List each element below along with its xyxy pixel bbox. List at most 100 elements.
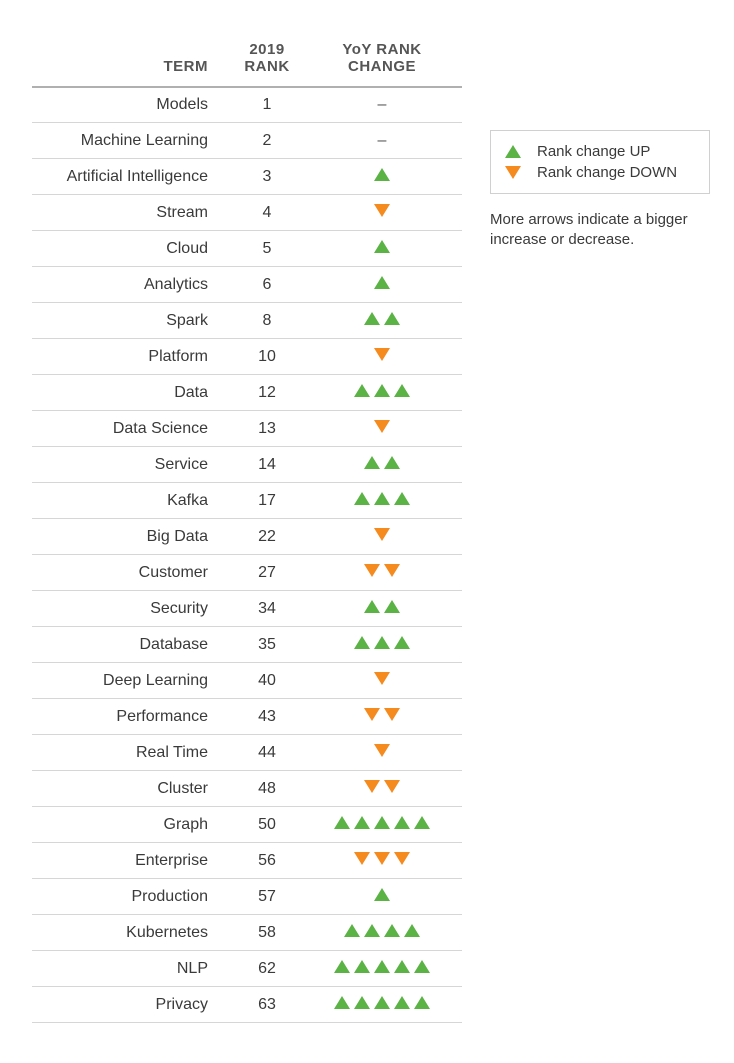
- cell-rank: 10: [232, 339, 302, 375]
- cell-rank: 57: [232, 879, 302, 915]
- table-row: Customer27: [32, 555, 462, 591]
- cell-rank: 50: [232, 807, 302, 843]
- triangle-up-icon: [334, 816, 350, 829]
- cell-change: [302, 447, 462, 483]
- cell-term: Machine Learning: [32, 123, 232, 159]
- table-row: Real Time44: [32, 735, 462, 771]
- cell-rank: 1: [232, 87, 302, 123]
- cell-change: [302, 555, 462, 591]
- triangle-up-icon: [364, 924, 380, 937]
- arrow-group: [374, 744, 390, 757]
- triangle-up-icon: [384, 312, 400, 325]
- table-row: Production57: [32, 879, 462, 915]
- cell-term: Graph: [32, 807, 232, 843]
- arrow-group: [344, 924, 420, 937]
- table-row: Data12: [32, 375, 462, 411]
- cell-term: Privacy: [32, 987, 232, 1023]
- cell-term: Real Time: [32, 735, 232, 771]
- triangle-up-icon: [364, 312, 380, 325]
- cell-rank: 40: [232, 663, 302, 699]
- legend-up-row: Rank change UP: [505, 141, 695, 162]
- table-row: Stream4: [32, 195, 462, 231]
- table-row: NLP62: [32, 951, 462, 987]
- arrow-group: [334, 816, 430, 829]
- triangle-up-icon: [354, 636, 370, 649]
- cell-term: Customer: [32, 555, 232, 591]
- table-row: Spark8: [32, 303, 462, 339]
- triangle-down-icon: [374, 672, 390, 685]
- cell-term: Models: [32, 87, 232, 123]
- cell-term: Kubernetes: [32, 915, 232, 951]
- table-row: Kubernetes58: [32, 915, 462, 951]
- arrow-group: [364, 708, 400, 721]
- triangle-up-icon: [384, 600, 400, 613]
- cell-change: [302, 735, 462, 771]
- arrow-group: [374, 888, 390, 901]
- cell-rank: 14: [232, 447, 302, 483]
- table-row: Performance43: [32, 699, 462, 735]
- triangle-down-icon: [364, 708, 380, 721]
- cell-change: [302, 843, 462, 879]
- triangle-up-icon: [374, 276, 390, 289]
- table-row: Platform10: [32, 339, 462, 375]
- arrow-group: [374, 276, 390, 289]
- legend-down-label: Rank change DOWN: [537, 164, 677, 181]
- table-row: Cluster48: [32, 771, 462, 807]
- header-change: YoY RANKCHANGE: [302, 40, 462, 87]
- cell-change: [302, 627, 462, 663]
- cell-rank: 13: [232, 411, 302, 447]
- table-row: Privacy63: [32, 987, 462, 1023]
- arrow-group: [374, 528, 390, 541]
- no-change-dash: –: [378, 132, 387, 149]
- cell-rank: 3: [232, 159, 302, 195]
- triangle-up-icon: [354, 492, 370, 505]
- table-row: Enterprise56: [32, 843, 462, 879]
- legend-caption: More arrows indicate a bigger increase o…: [490, 210, 710, 249]
- triangle-up-icon: [374, 168, 390, 181]
- cell-change: [302, 483, 462, 519]
- triangle-up-icon: [394, 384, 410, 397]
- arrow-group: [364, 600, 400, 613]
- cell-rank: 17: [232, 483, 302, 519]
- triangle-up-icon: [354, 996, 370, 1009]
- triangle-down-icon: [364, 564, 380, 577]
- triangle-up-icon: [404, 924, 420, 937]
- cell-rank: 27: [232, 555, 302, 591]
- triangle-up-icon: [364, 600, 380, 613]
- cell-rank: 12: [232, 375, 302, 411]
- cell-change: [302, 375, 462, 411]
- cell-change: [302, 915, 462, 951]
- triangle-down-icon: [374, 852, 390, 865]
- triangle-down-icon: [364, 780, 380, 793]
- triangle-up-icon: [334, 996, 350, 1009]
- table-body: Models1–Machine Learning2–Artificial Int…: [32, 87, 462, 1023]
- rank-table: TERM 2019RANK YoY RANKCHANGE Models1 – Mac…: [32, 40, 462, 1023]
- cell-term: Analytics: [32, 267, 232, 303]
- table-row: Database35: [32, 627, 462, 663]
- cell-term: Cloud: [32, 231, 232, 267]
- legend-up-label: Rank change UP: [537, 143, 650, 160]
- arrow-group: [334, 996, 430, 1009]
- cell-term: Database: [32, 627, 232, 663]
- table-header-row: TERM 2019RANK YoY RANKCHANGE: [32, 40, 462, 87]
- arrow-group: [354, 384, 410, 397]
- triangle-up-icon: [505, 145, 521, 158]
- triangle-up-icon: [374, 960, 390, 973]
- cell-rank: 2: [232, 123, 302, 159]
- arrow-group: [364, 456, 400, 469]
- cell-term: Service: [32, 447, 232, 483]
- cell-rank: 4: [232, 195, 302, 231]
- arrow-group: [334, 960, 430, 973]
- cell-rank: 63: [232, 987, 302, 1023]
- arrow-group: [364, 564, 400, 577]
- cell-change: [302, 591, 462, 627]
- arrow-group: [364, 312, 400, 325]
- cell-rank: 48: [232, 771, 302, 807]
- cell-rank: 58: [232, 915, 302, 951]
- cell-rank: 8: [232, 303, 302, 339]
- cell-rank: 56: [232, 843, 302, 879]
- arrow-group: [374, 348, 390, 361]
- arrow-group: [374, 204, 390, 217]
- cell-term: Security: [32, 591, 232, 627]
- side-panel: Rank change UP Rank change DOWN More arr…: [490, 130, 710, 1023]
